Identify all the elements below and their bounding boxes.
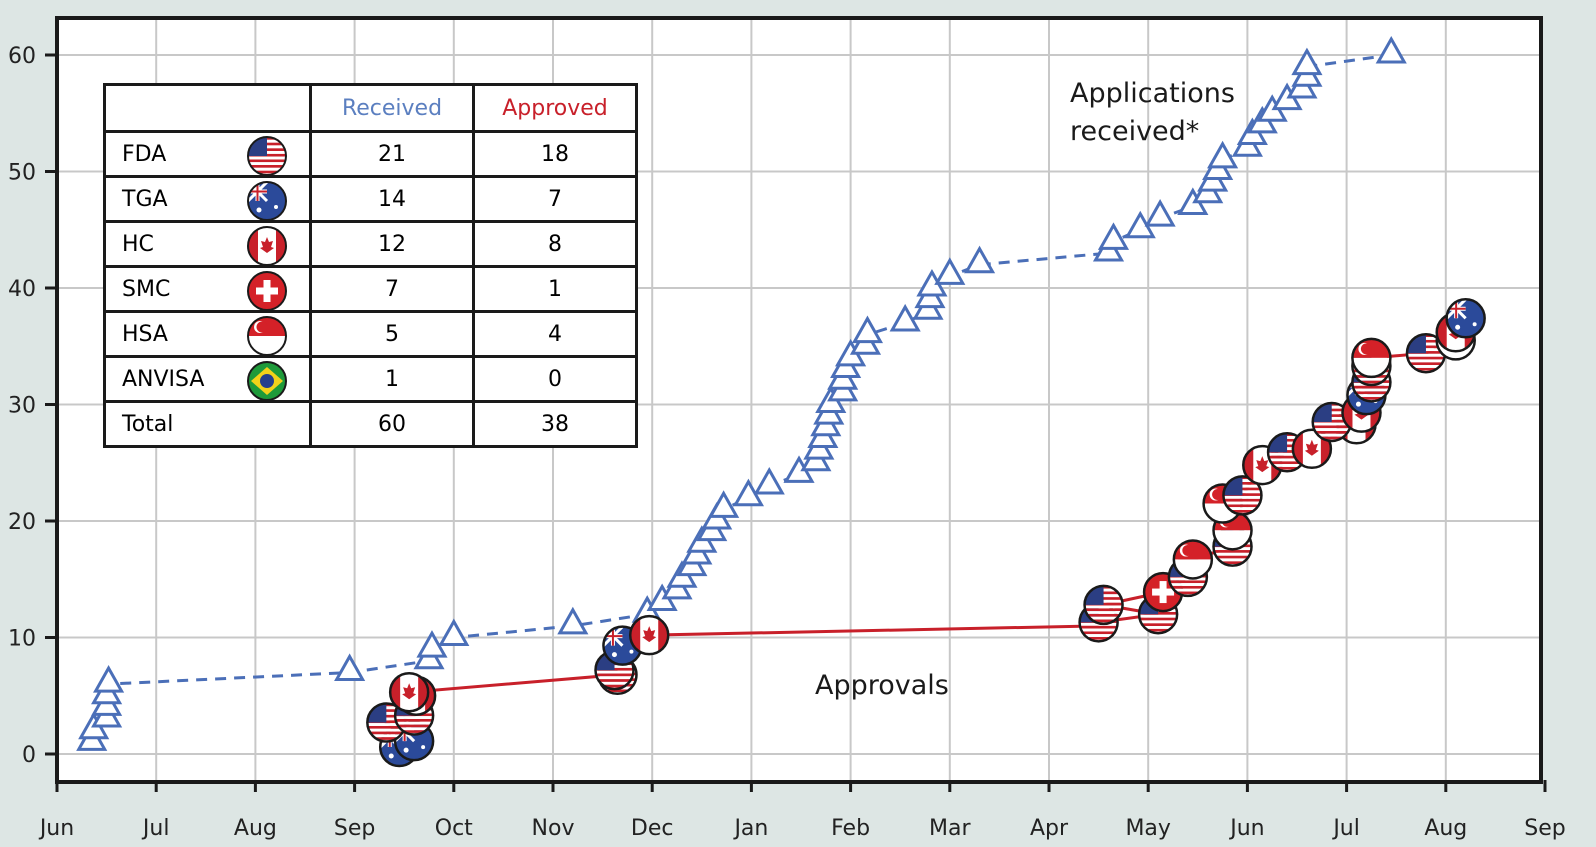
received-count: 14 (309, 175, 475, 223)
switzerland-flag-icon (247, 271, 287, 311)
approved-point-usa-flag-icon (1083, 584, 1124, 626)
approved-point-canada-flag-icon (1291, 428, 1333, 470)
y-tick-label: 50 (8, 161, 36, 186)
x-tick-label: Aug (1424, 816, 1467, 841)
agency-label: SMC (122, 276, 171, 302)
total-approved: 38 (472, 400, 638, 448)
received-point (708, 490, 740, 518)
received-point (1375, 35, 1407, 64)
agency-label: HSA (122, 321, 168, 347)
table-header-row: Received Approved (103, 83, 638, 133)
x-tick-label: Jul (141, 816, 170, 841)
grid-lines (59, 20, 1539, 780)
received-point (851, 315, 884, 344)
x-tick-label: Dec (631, 816, 674, 841)
y-tick-label: 20 (8, 510, 36, 535)
received-point (557, 606, 589, 635)
table-row: FDA 21 18 (103, 130, 638, 178)
x-tick-label: Jun (1228, 816, 1264, 841)
received-point (438, 618, 470, 646)
received-point (93, 665, 125, 693)
approved-count: 8 (472, 220, 638, 268)
received-point (1291, 47, 1323, 76)
y-tick-label: 60 (8, 44, 36, 69)
y-tick-label: 40 (8, 277, 36, 302)
received-point (416, 630, 448, 658)
x-tick-label: Oct (435, 816, 473, 841)
received-annotation-line2: received* (1070, 116, 1199, 147)
approved-point-canada-flag-icon (628, 614, 670, 656)
header-approved: Approved (472, 83, 638, 133)
x-tick-label: Feb (831, 816, 870, 841)
received-point (889, 303, 921, 332)
approved-point-usa-flag-icon (1266, 432, 1308, 473)
x-tick-label: Mar (929, 816, 971, 841)
x-tick-label: Aug (234, 816, 277, 841)
axis-ticks: Jun Jul Aug Sep Oct Nov Dec Jan Feb Mar Apr May Jun J… (8, 44, 1566, 841)
y-tick-label: 0 (22, 743, 36, 768)
received-annotation-line1: Applications (1070, 78, 1235, 109)
received-point (934, 257, 966, 285)
received-point (1207, 140, 1239, 169)
received-count: 5 (309, 310, 475, 358)
received-count: 1 (309, 355, 475, 403)
canada-flag-icon (247, 226, 287, 266)
x-tick-label: Jan (732, 816, 768, 841)
table-total-row: Total 60 38 (103, 400, 638, 448)
x-tick-label: Jun (38, 816, 74, 841)
received-point (334, 653, 366, 681)
singapore-flag-icon (247, 316, 287, 356)
approved-count: 18 (472, 130, 638, 178)
received-point (1097, 222, 1130, 250)
x-tick-label: Jul (1331, 816, 1360, 841)
total-label: Total (103, 400, 312, 448)
approved-point-usa-flag-icon (366, 702, 407, 743)
y-tick-label: 10 (8, 627, 36, 652)
received-point (963, 245, 996, 274)
table-row: SMC 7 1 (103, 265, 638, 313)
received-count: 21 (309, 130, 475, 178)
header-empty-cell (103, 83, 312, 133)
received-count: 12 (309, 220, 475, 268)
agency-label: FDA (122, 141, 167, 167)
y-tick-label: 30 (8, 394, 36, 419)
agency-label: TGA (122, 186, 168, 212)
agency-label: HC (122, 231, 154, 257)
table-row: TGA 14 7 (103, 175, 638, 223)
approved-count: 1 (472, 265, 638, 313)
brazil-flag-icon (247, 361, 287, 401)
approvals-annotation: Approvals (815, 670, 949, 701)
approved-count: 7 (472, 175, 638, 223)
x-tick-label: May (1125, 816, 1170, 841)
usa-flag-icon (247, 136, 287, 176)
x-tick-label: Apr (1030, 816, 1069, 841)
received-count: 7 (309, 265, 475, 313)
approved-point-usa-flag-icon (1405, 332, 1447, 374)
approved-point-singapore-flag-icon (1351, 337, 1392, 379)
table-row: HSA 5 4 (103, 310, 638, 358)
approved-series-line (649, 624, 1099, 637)
x-tick-label: Sep (1524, 816, 1565, 841)
received-point (1144, 199, 1176, 227)
agency-summary-table: Received Approved FDA 21 18 TGA 14 7 HC … (103, 83, 638, 448)
approved-point-singapore-flag-icon (1172, 539, 1214, 580)
australia-flag-icon (247, 181, 287, 221)
received-point (753, 467, 785, 495)
approved-count: 4 (472, 310, 638, 358)
table-row: HC 12 8 (103, 220, 638, 268)
x-tick-label: Sep (334, 816, 375, 841)
approved-point-australia-flag-icon (1445, 298, 1486, 339)
agency-label: ANVISA (122, 366, 205, 392)
header-received: Received (309, 83, 475, 133)
approved-point-canada-flag-icon (388, 672, 430, 713)
x-tick-label: Nov (532, 816, 575, 841)
approved-count: 0 (472, 355, 638, 403)
approved-point-usa-flag-icon (1222, 475, 1263, 516)
table-row: ANVISA 1 0 (103, 355, 638, 403)
total-received: 60 (309, 400, 475, 448)
